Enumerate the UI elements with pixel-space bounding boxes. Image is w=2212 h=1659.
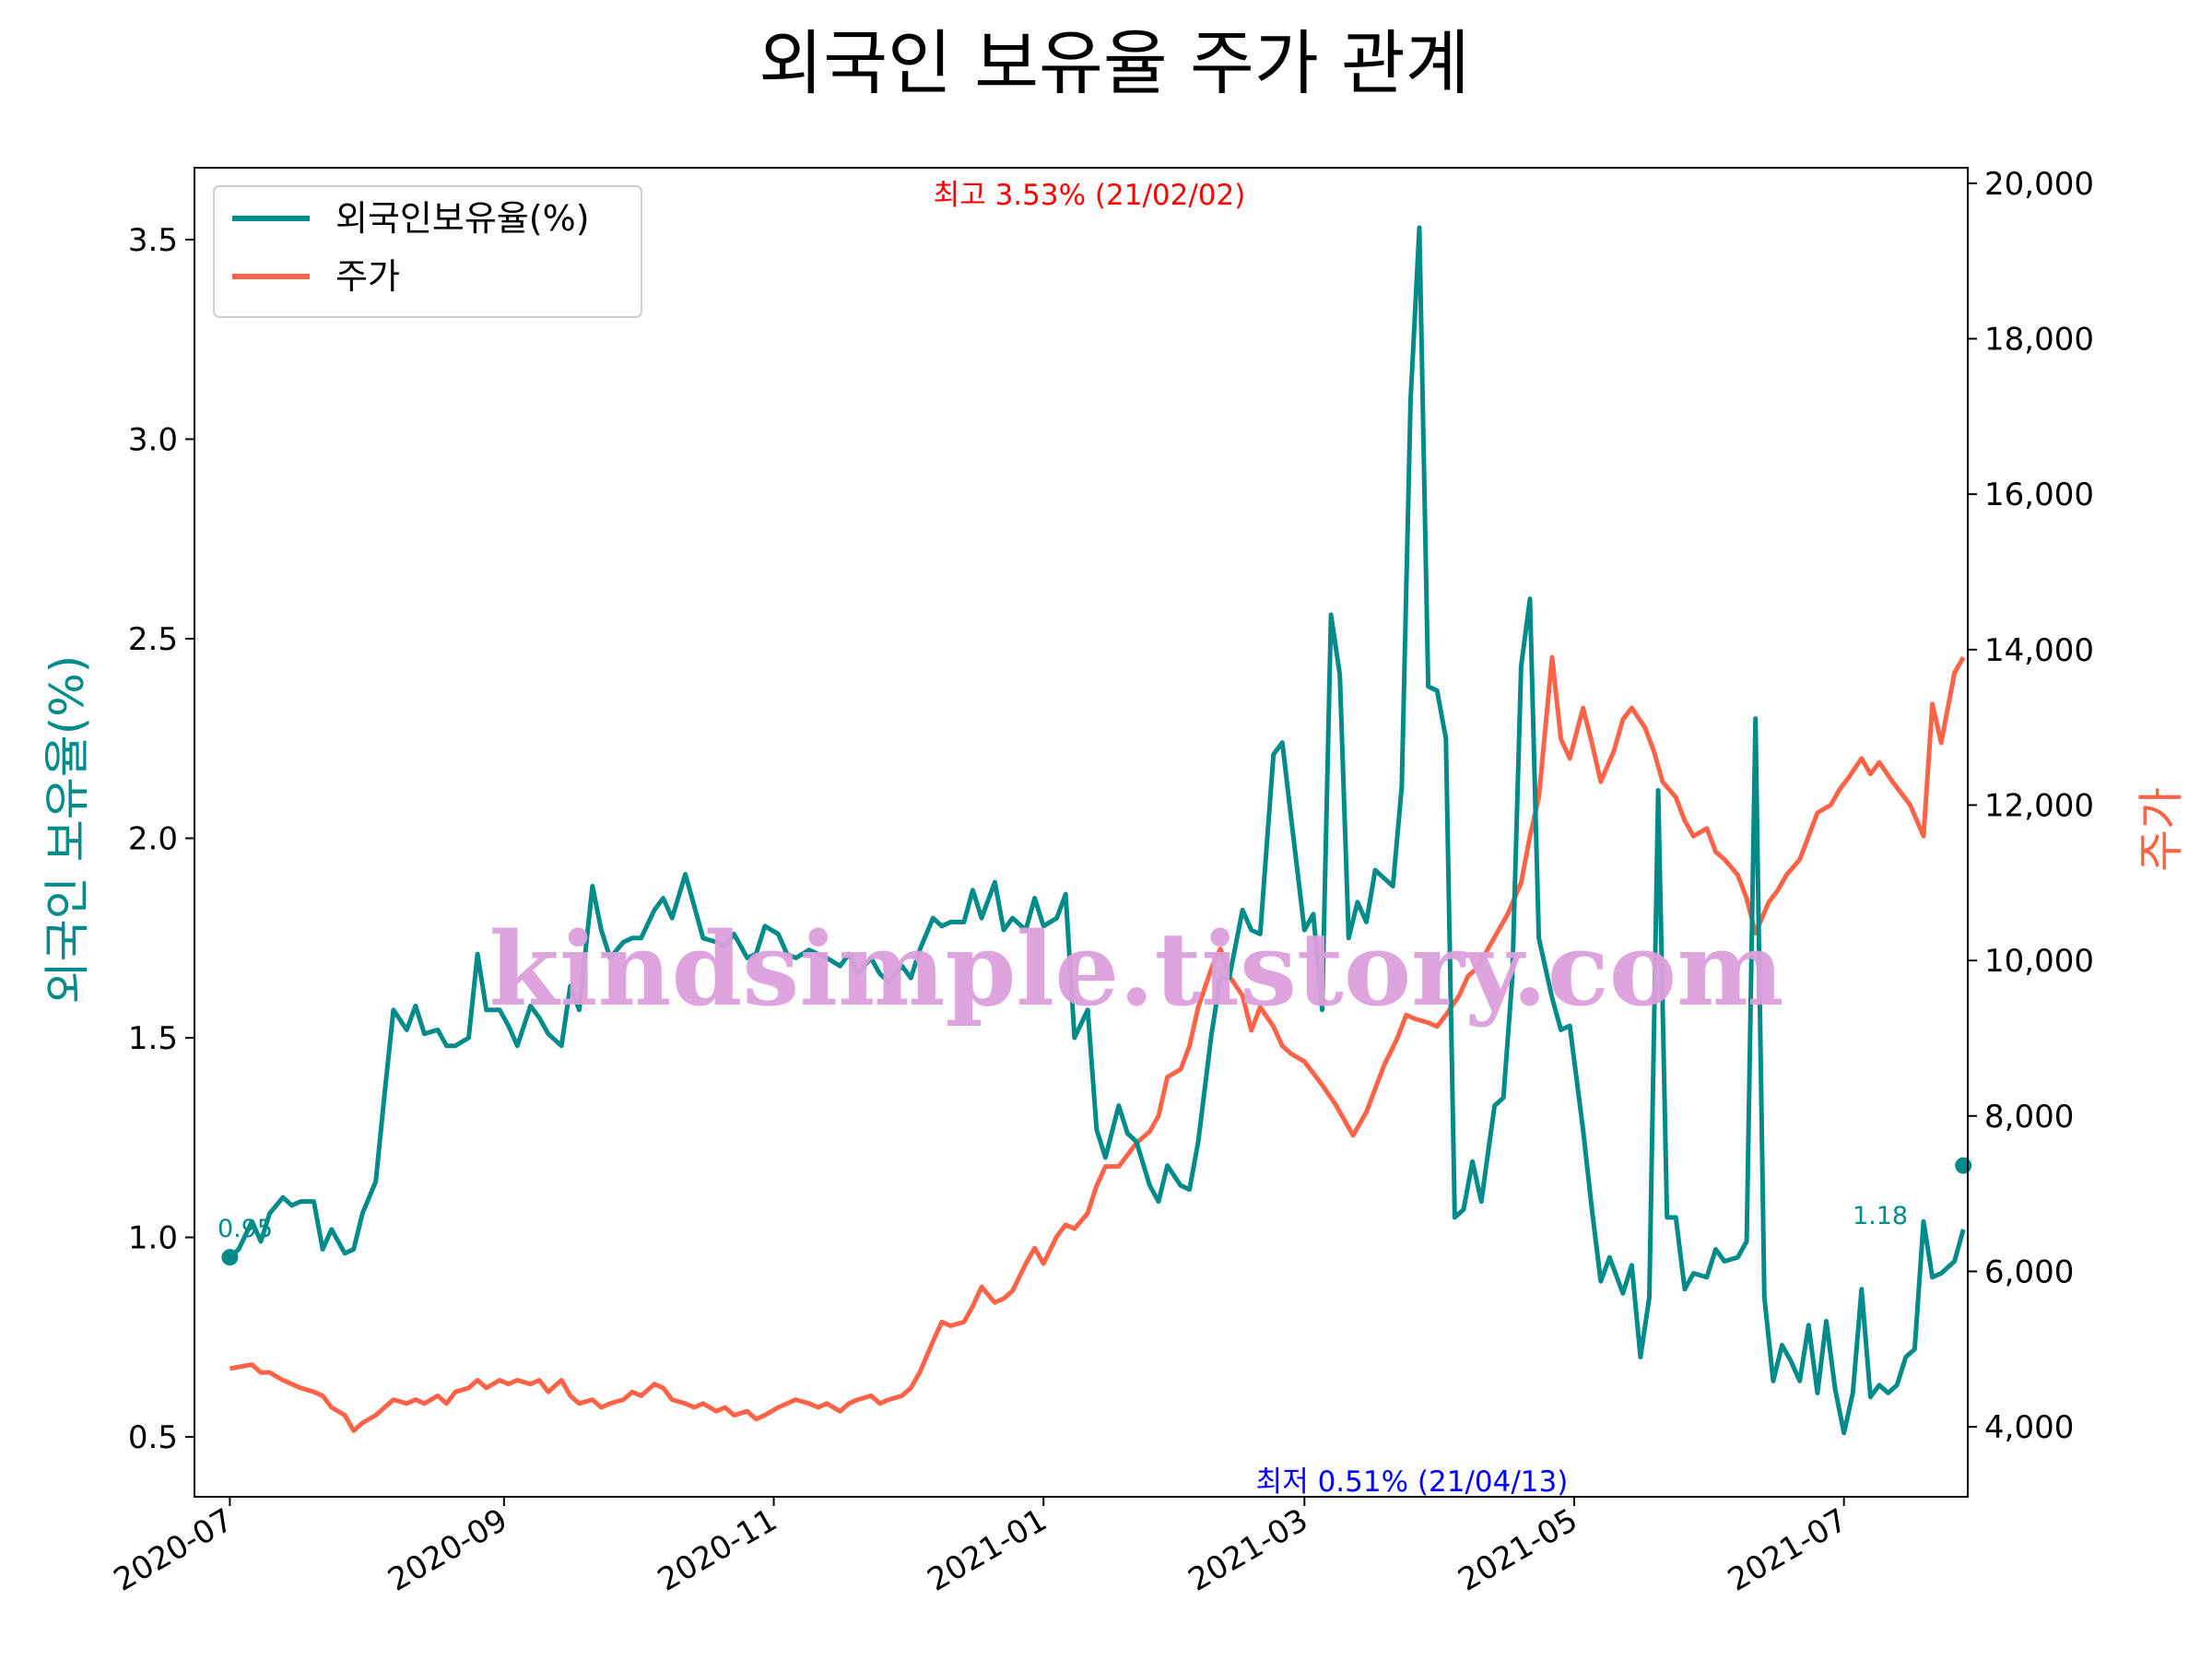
watermark-text: kindsimple.tistory.com: [489, 910, 1784, 1029]
max-annotation: 최고 3.53% (21/02/02): [934, 179, 1246, 212]
x-tick-label: 2020-09: [382, 1501, 513, 1599]
y-right-tick-label: 20,000: [1984, 166, 2094, 203]
y-left-tick-label: 1.5: [128, 1020, 178, 1057]
y-right-tick-label: 14,000: [1984, 632, 2094, 669]
series-line-price: [229, 654, 1966, 1433]
end-value-label: 1.18: [1853, 1202, 1908, 1230]
y-axis-left-label: 외국인 보유율(%): [41, 655, 94, 1004]
x-tick-label: 2021-05: [1452, 1501, 1583, 1599]
series-line-foreign-ratio: [228, 225, 1966, 1436]
y-right-tick-label: 10,000: [1984, 943, 2094, 980]
chart-title: 외국인 보유율 주가 관계: [759, 22, 1470, 104]
y-right-tick-label: 8,000: [1984, 1099, 2074, 1135]
y-left-tick-label: 2.0: [128, 820, 178, 857]
x-tick-label: 2020-07: [108, 1501, 240, 1599]
plot-area: [194, 168, 1968, 1497]
y-right-tick-label: 12,000: [1984, 787, 2094, 824]
start-marker: [221, 1249, 239, 1266]
min-annotation: 최저 0.51% (21/04/13): [1256, 1465, 1569, 1499]
start-value-label: 0.95: [218, 1215, 273, 1243]
x-tick-label: 2021-03: [1182, 1501, 1314, 1599]
y-right-tick-label: 18,000: [1984, 322, 2094, 359]
legend-label-foreign-ratio: 외국인보유율(%): [335, 198, 590, 239]
legend: 외국인보유율(%) 주가: [213, 185, 642, 318]
x-tick-label: 2021-01: [922, 1501, 1053, 1599]
plot-frame: [194, 167, 1969, 1498]
end-marker: [1955, 1157, 1972, 1174]
y-right-tick-label: 6,000: [1984, 1253, 2074, 1290]
y-axis-right-label: 주가: [2135, 787, 2188, 872]
y-left-tick-label: 1.0: [128, 1220, 178, 1257]
series-lines: [228, 225, 1966, 1436]
y-left-tick-label: 3.5: [128, 222, 178, 259]
x-tick-label: 2021-07: [1722, 1501, 1853, 1599]
y-right-tick-label: 16,000: [1984, 477, 2094, 513]
y-left-tick-label: 0.5: [128, 1419, 178, 1456]
plot-background: [194, 168, 1968, 1497]
legend-label-price: 주가: [335, 256, 400, 297]
y-right-tick-label: 4,000: [1984, 1409, 2074, 1446]
legend-box: [213, 185, 642, 318]
x-tick-label: 2020-11: [652, 1501, 783, 1599]
y-left-tick-label: 2.5: [128, 621, 178, 658]
y-left-tick-label: 3.0: [128, 421, 178, 458]
